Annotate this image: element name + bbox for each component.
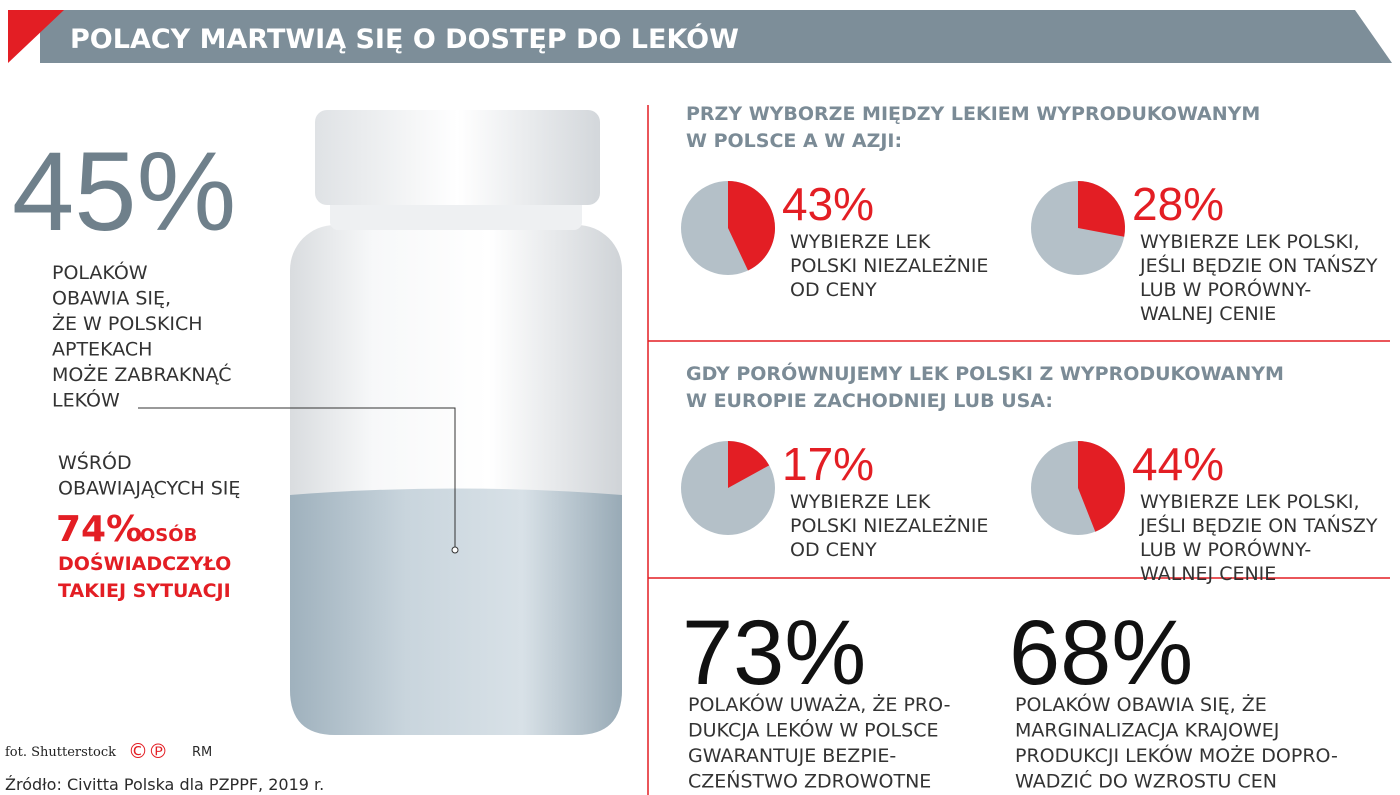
big-value: 45% [12,129,236,254]
leader-line [138,407,456,550]
pie-text: WYBIERZE LEK POLSKI, [1140,491,1360,513]
copyright-marks: ©℗ [128,739,168,763]
bottom-text: CZEŃSTWO ZDROWOTNE [688,770,931,793]
pie-text: WYBIERZE LEK POLSKI, [1140,231,1360,253]
pie-text: WYBIERZE LEK [790,231,931,253]
bottom-text: POLAKÓW OBAWIA SIĘ, ŻE [1015,692,1267,716]
bottom-text: POLAKÓW UWAŻA, ŻE PRO- [688,692,950,716]
pie-label: 28% [1132,178,1224,230]
pie-text: LUB W PORÓWNY- [1140,537,1311,561]
section-title: W POLSCE A W AZJI: [686,130,902,152]
pie-text: JEŚLI BĘDZIE ON TAŃSZY [1139,513,1378,537]
pie-text: WALNEJ CENIE [1140,563,1276,585]
pie-text: POLSKI NIEZALEŻNIE [790,254,988,277]
header-accent [8,10,64,63]
left-text: ŻE W POLSKICH [52,312,203,335]
section-title: PRZY WYBORZE MIĘDZY LEKIEM WYPRODUKOWANY… [686,103,1260,125]
source: Źródło: Civitta Polska dla PZPPF, 2019 r… [5,775,324,794]
header-title: POLACY MARTWIĄ SIĘ O DOSTĘP DO LEKÓW [70,23,739,55]
photo-credit: fot. Shutterstock [5,745,116,760]
leader-dot [451,546,459,554]
highlight-value: 74% [56,509,142,550]
pie-label: 17% [782,438,874,490]
pie-text: OD CENY [790,279,877,301]
pie-slice [728,181,775,271]
left-text: MOŻE ZABRAKNĄĆ [52,362,232,386]
pie-text: WALNEJ CENIE [1140,303,1276,325]
pie-text: WYBIERZE LEK [790,491,931,513]
bottom-text: DUKCJA LEKÓW W POLSCE [688,718,938,742]
highlight-text: DOŚWIADCZYŁO [58,551,231,575]
author: RM [192,745,212,760]
left-text: APTEKACH [52,339,152,361]
left-subtext: OBAWIAJĄCYCH SIĘ [58,478,240,500]
highlight-text: TAKIEJ SYTUACJI [58,580,231,602]
pie-label: 44% [1132,438,1224,490]
left-text: OBAWIA SIĘ, [52,288,171,310]
pie-text: JEŚLI BĘDZIE ON TAŃSZY [1139,253,1378,277]
bottom-value: 68% [1009,602,1193,704]
pie-text: POLSKI NIEZALEŻNIE [790,514,988,537]
pie-slice [728,441,770,488]
highlight-unit: OSÓB [140,524,197,546]
bottom-text: GWARANTUJE BEZPIE- [688,745,896,767]
pie-slice [1078,181,1125,237]
left-subtext: WŚRÓD [58,450,132,474]
section-title: GDY PORÓWNUJEMY LEK POLSKI Z WYPRODUKOWA… [686,361,1284,385]
header-band [40,10,1392,63]
left-text: POLAKÓW [52,260,148,284]
bottle [290,110,622,735]
pie-slice [1078,441,1126,532]
bottom-text: MARGINALIZACJA KRAJOWEJ [1015,720,1279,742]
bottom-text: PRODUKCJI LEKÓW MOŻE DOPRO- [1015,743,1338,767]
section-title: W EUROPIE ZACHODNIEJ LUB USA: [686,390,1053,412]
pie-label: 43% [782,178,874,230]
bottom-value: 73% [682,602,866,704]
pie-text: LUB W PORÓWNY- [1140,277,1311,301]
bottom-text: WADZIĆ DO WZROSTU CEN [1015,769,1277,793]
left-text: LEKÓW [52,388,120,412]
pie-text: OD CENY [790,539,877,561]
